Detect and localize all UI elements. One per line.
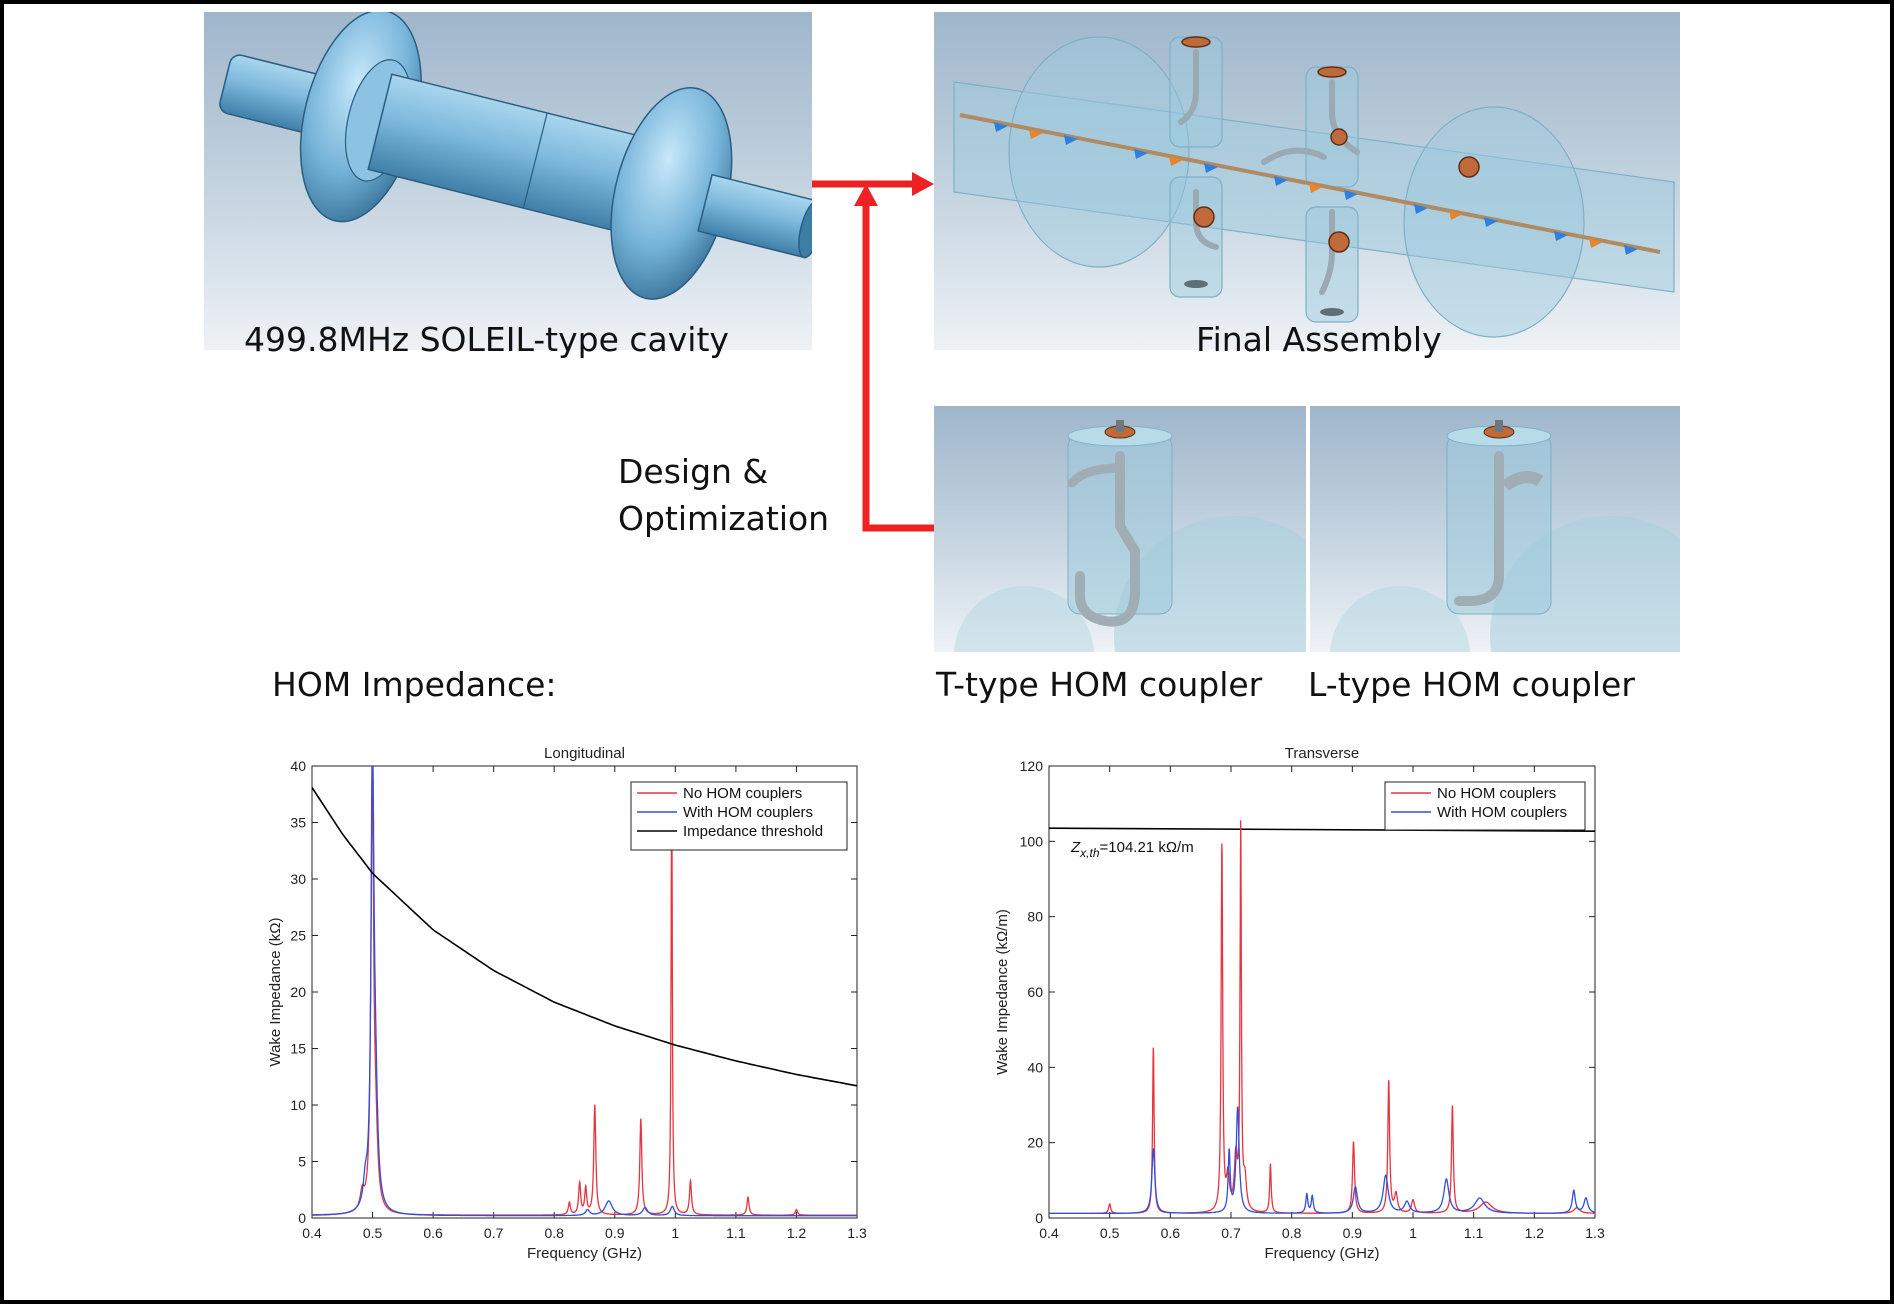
t-coupler-drawing [954,420,1306,652]
design-caption-line2: Optimization [618,499,830,538]
cavity-caption: 499.8MHz SOLEIL-type cavity [244,320,729,359]
t-coupler-caption: T-type HOM coupler [936,665,1263,704]
final-assembly-render [934,12,1680,350]
hom-impedance-caption: HOM Impedance: [272,665,557,704]
l-coupler-render [1310,406,1680,652]
l-coupler-drawing [1330,420,1680,652]
design-caption-line1: Design & [618,452,769,491]
t-coupler-render [934,406,1306,652]
arrow-to-assembly [812,172,934,196]
cavity-render [204,12,812,350]
cavity-drawing [219,12,812,300]
assembly-drawing [953,36,1675,338]
assembly-caption: Final Assembly [1196,320,1442,359]
l-coupler-caption: L-type HOM coupler [1308,665,1635,704]
arrow-from-couplers [854,184,934,532]
